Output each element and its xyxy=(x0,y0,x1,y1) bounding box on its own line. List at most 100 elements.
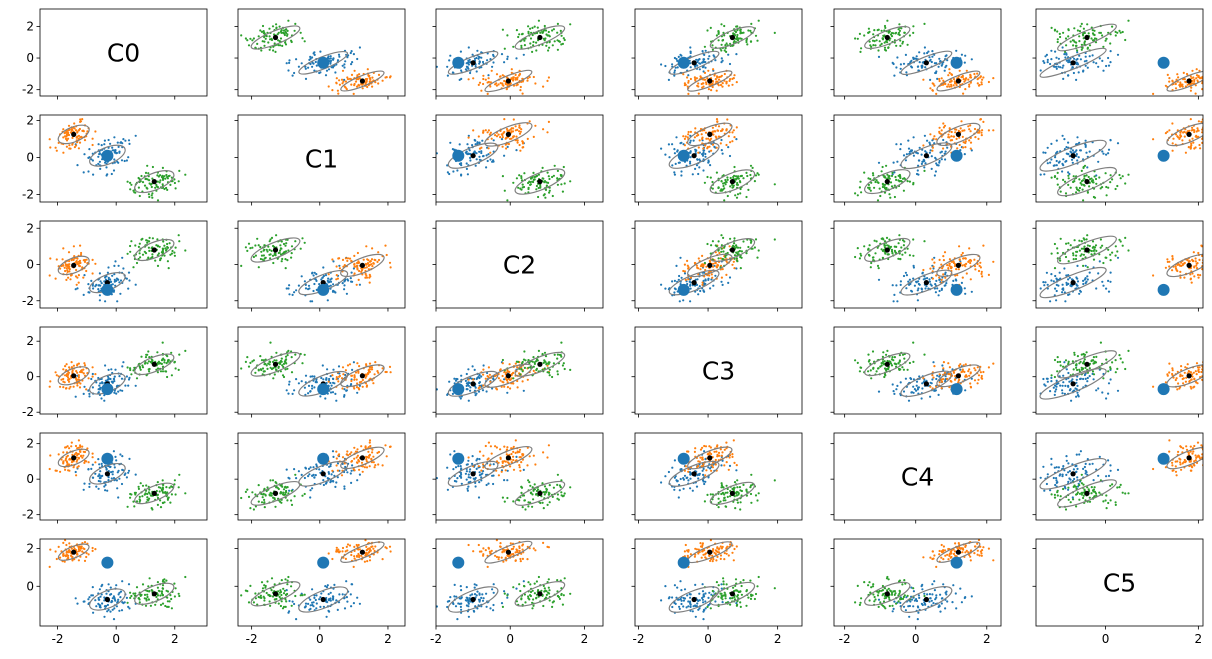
scatter-point xyxy=(494,134,497,137)
scatter-point xyxy=(344,60,347,63)
scatter-point xyxy=(934,291,938,294)
scatter-point xyxy=(83,385,86,388)
scatter-point xyxy=(79,118,82,121)
cluster-ellipse xyxy=(936,70,981,92)
scatter-point xyxy=(868,186,871,189)
scatter-point xyxy=(309,300,312,303)
cluster-ellipse xyxy=(134,170,175,194)
scatter-point xyxy=(76,164,79,167)
scatter-point xyxy=(714,274,717,277)
scatter-point xyxy=(963,263,966,266)
scatter-point xyxy=(969,76,972,79)
scatter-point xyxy=(922,268,925,272)
scatter-point xyxy=(884,252,887,255)
scatter-point xyxy=(1076,51,1079,54)
scatter-point xyxy=(64,365,67,368)
scatter-point xyxy=(1085,151,1088,154)
cluster-center xyxy=(955,131,962,137)
scatter-point xyxy=(1193,78,1196,81)
scatter-point xyxy=(1098,57,1101,60)
scatter-point xyxy=(860,254,863,257)
scatter-point xyxy=(65,264,68,267)
scatter-point xyxy=(467,63,470,66)
scatter-point xyxy=(70,361,73,364)
scatter-point xyxy=(547,76,551,79)
cluster-ellipse xyxy=(57,124,90,145)
scatter-point xyxy=(1195,267,1199,270)
scatter-point xyxy=(721,283,724,286)
scatter-point xyxy=(708,150,711,153)
scatter-point xyxy=(1088,44,1092,47)
scatter-point xyxy=(556,48,560,51)
scatter-point xyxy=(886,173,889,176)
scatter-point xyxy=(1076,159,1079,162)
scatter-point xyxy=(671,280,674,283)
scatter-point xyxy=(916,169,919,172)
scatter-point xyxy=(904,159,908,162)
scatter-point xyxy=(122,361,125,364)
panel-frame xyxy=(833,114,1002,203)
scatter-point xyxy=(1207,257,1209,259)
panel-frame xyxy=(435,8,604,97)
scatter-point xyxy=(916,65,920,68)
scatter-point xyxy=(895,143,898,146)
scatter-point xyxy=(735,178,738,181)
scatter-point xyxy=(1114,34,1117,37)
scatter-point xyxy=(738,180,742,183)
scatter-point xyxy=(1087,175,1090,179)
scatter-point xyxy=(1042,281,1045,284)
scatter-point xyxy=(703,290,706,293)
scatter-point xyxy=(551,175,554,179)
scatter-point xyxy=(517,35,520,39)
scatter-point xyxy=(703,149,706,152)
scatter-point xyxy=(1204,78,1206,80)
scatter-point xyxy=(173,251,176,254)
scatter-point xyxy=(1109,42,1112,45)
scatter-point xyxy=(364,276,367,279)
scatter-point xyxy=(1090,180,1093,183)
scatter-point xyxy=(278,251,281,254)
scatter-point xyxy=(723,187,726,190)
scatter-point xyxy=(128,279,131,282)
scatter-point xyxy=(1116,250,1119,253)
scatter-point xyxy=(477,390,481,393)
scatter-point xyxy=(366,85,369,89)
scatter-point xyxy=(81,371,84,374)
scatter-point xyxy=(924,287,927,290)
scatter-point xyxy=(356,382,359,385)
scatter-point xyxy=(477,83,480,86)
scatter-point xyxy=(962,257,965,260)
scatter-point xyxy=(329,280,333,283)
scatter-point xyxy=(343,284,346,287)
scatter-point xyxy=(1086,244,1089,247)
scatter-point xyxy=(902,62,906,65)
scatter-point xyxy=(735,53,738,56)
scatter-point xyxy=(1074,257,1078,261)
scatter-point xyxy=(1090,37,1093,40)
scatter-point xyxy=(1065,283,1068,286)
scatter-point xyxy=(1084,55,1087,58)
scatter-point xyxy=(904,251,907,254)
scatter-point xyxy=(660,63,663,66)
scatter-point xyxy=(706,242,709,246)
scatter-point xyxy=(727,84,730,87)
scatter-point xyxy=(757,19,760,22)
scatter-point xyxy=(933,84,936,87)
scatter-point xyxy=(1090,249,1093,253)
scatter-point xyxy=(1057,65,1060,68)
scatter-point xyxy=(546,131,549,134)
scatter-point xyxy=(335,378,338,381)
scatter-point xyxy=(879,44,882,47)
scatter-point xyxy=(523,172,526,175)
scatter-point xyxy=(559,29,562,32)
scatter-point xyxy=(945,282,948,285)
scatter-point xyxy=(545,44,548,47)
scatter-point xyxy=(710,278,713,281)
scatter-point xyxy=(521,146,524,149)
scatter-point xyxy=(371,85,374,88)
scatter-point xyxy=(67,137,70,140)
scatter-point xyxy=(79,370,82,374)
scatter-point xyxy=(1068,172,1071,176)
scatter-point xyxy=(342,80,345,83)
scatter-point xyxy=(476,49,479,52)
